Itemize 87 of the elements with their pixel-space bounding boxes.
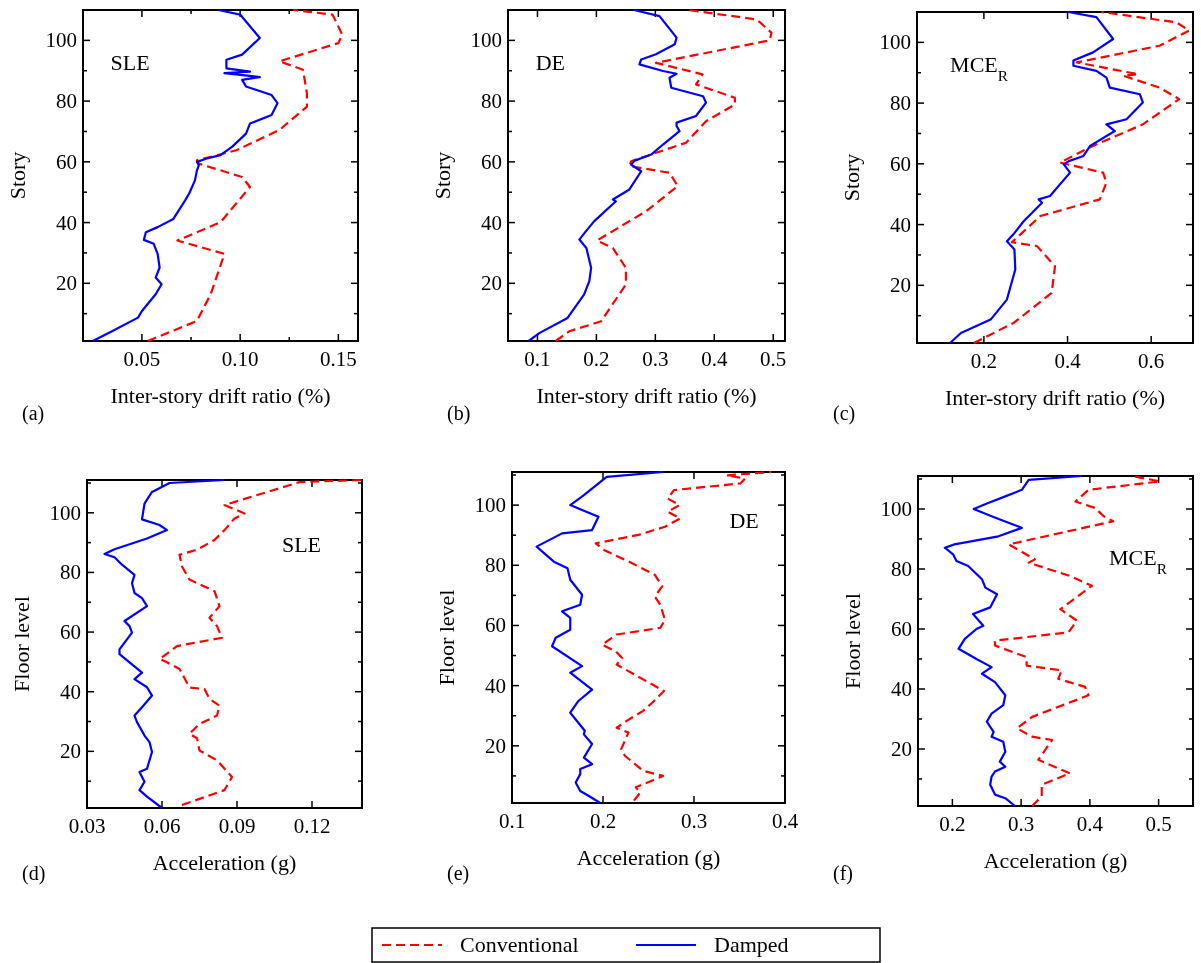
line-series: [535, 470, 665, 805]
line-series: [103, 478, 226, 810]
y-tick-label: 20: [60, 739, 81, 764]
x-tick-label: 0.3: [680, 809, 708, 833]
y-axis-title: Floor level: [9, 596, 34, 692]
y-tick-label: 40: [891, 677, 912, 701]
x-tick-label: 0.6: [1138, 349, 1165, 373]
line-series: [91, 8, 279, 343]
annotation: SLE: [281, 532, 322, 558]
legend-label: Conventional: [460, 932, 579, 957]
y-tick-label: 20: [890, 273, 911, 298]
y-axis-title: Floor level: [434, 589, 459, 686]
text: (c): [833, 402, 856, 425]
y-tick-label: 80: [891, 557, 912, 581]
x-axis-title: Inter-story drift ratio (%): [110, 383, 331, 408]
x-tick-label: 0.06: [143, 814, 181, 838]
annotation: DE: [535, 49, 566, 75]
x-axis-title: Acceleration (g): [152, 850, 297, 875]
x-tick-label: 0.4: [1054, 349, 1082, 373]
x-axis-title: Acceleration (g): [983, 848, 1128, 873]
y-tick-label: 100: [49, 500, 81, 525]
y-tick-label: 20: [481, 271, 502, 296]
x-tick-label: 0.10: [221, 347, 259, 371]
line-series: [943, 474, 1083, 808]
y-tick-label: 100: [45, 28, 77, 53]
y-tick-label: 80: [890, 91, 911, 116]
y-tick-label: 40: [481, 210, 502, 235]
x-axis-title: Inter-story drift ratio (%): [536, 383, 757, 408]
x-tick-label: 0.2: [583, 347, 610, 371]
y-axis-title: Floor level: [840, 593, 865, 689]
y-axis-title: Story: [839, 153, 864, 202]
x-tick-label: 0.3: [1008, 812, 1035, 836]
line-series: [948, 10, 1144, 345]
line-series: [594, 470, 773, 802]
line-series: [527, 8, 708, 343]
y-tick-label: 40: [890, 212, 911, 237]
y-tick-label: 40: [56, 210, 77, 235]
y-tick-label: 60: [60, 620, 81, 645]
y-tick-label: 100: [879, 30, 911, 55]
y-tick-label: 20: [891, 737, 912, 761]
y-tick-label: 60: [890, 151, 911, 176]
y-tick-label: 20: [485, 733, 506, 758]
y-axis-title: Story: [5, 151, 30, 200]
y-tick-label: 80: [481, 89, 502, 114]
x-tick-label: 0.03: [68, 814, 106, 838]
y-tick-label: 100: [474, 493, 506, 518]
y-tick-label: 60: [891, 617, 912, 641]
x-axis-title: Acceleration (g): [576, 845, 721, 870]
legend-label: Damped: [714, 932, 789, 957]
annotation: MCE$_{R}$: [950, 51, 1009, 84]
x-tick-label: 0.2: [589, 809, 617, 833]
y-axis-title: Story: [430, 151, 455, 200]
line-series: [158, 478, 364, 807]
y-tick-label: 100: [470, 28, 502, 53]
text: (a): [22, 402, 45, 425]
y-tick-label: 20: [56, 271, 77, 296]
y-tick-label: 80: [60, 560, 81, 585]
annotation: MCE$_{R}$: [1109, 545, 1168, 577]
x-tick-label: 0.05: [123, 347, 161, 371]
x-tick-label: 0.5: [760, 347, 787, 371]
x-tick-label: 0.3: [642, 347, 669, 371]
annotation: SLE: [110, 49, 150, 75]
x-tick-label: 0.15: [319, 347, 357, 371]
text: (f): [833, 862, 853, 885]
y-tick-label: 80: [56, 89, 77, 114]
annotation: DE: [729, 508, 759, 534]
y-tick-label: 100: [880, 497, 912, 521]
text: (d): [22, 862, 46, 885]
x-tick-label: 0.12: [293, 814, 331, 838]
x-axis-title: Inter-story drift ratio (%): [944, 385, 1166, 410]
y-tick-label: 60: [56, 149, 77, 174]
x-tick-label: 0.09: [218, 814, 256, 838]
x-tick-label: 0.1: [498, 809, 526, 833]
x-tick-label: 0.1: [524, 347, 551, 371]
x-tick-label: 0.2: [939, 812, 966, 836]
y-tick-label: 80: [485, 553, 506, 578]
text: (e): [447, 862, 470, 885]
x-tick-label: 0.4: [771, 809, 799, 833]
x-tick-label: 0.2: [970, 349, 998, 373]
x-tick-label: 0.5: [1145, 812, 1172, 836]
x-tick-label: 0.4: [701, 347, 728, 371]
y-tick-label: 60: [481, 149, 502, 174]
x-tick-label: 0.4: [1076, 812, 1104, 836]
text: (b): [447, 402, 471, 425]
y-tick-label: 60: [485, 613, 506, 638]
y-tick-label: 40: [60, 679, 81, 704]
y-tick-label: 40: [485, 673, 506, 698]
